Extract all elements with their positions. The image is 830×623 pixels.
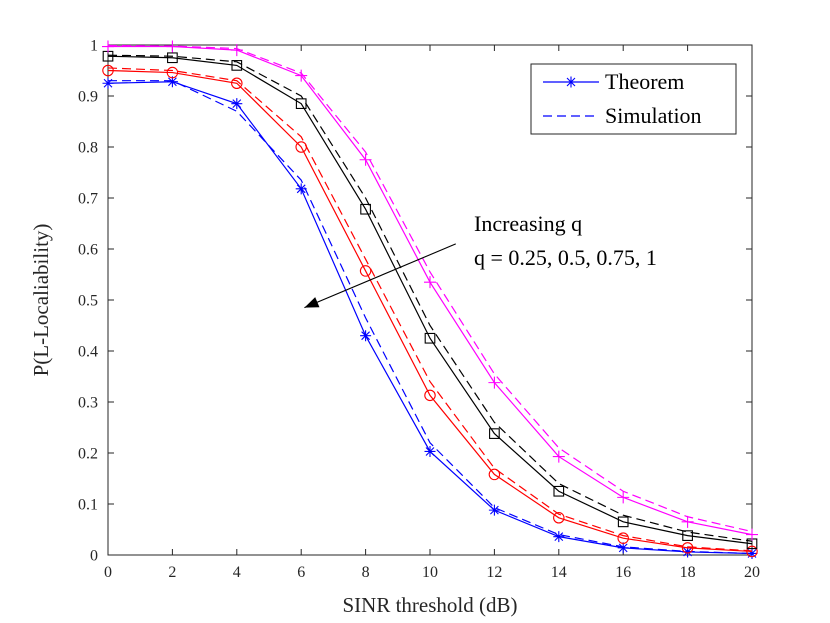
square-marker <box>167 52 178 64</box>
plus-marker <box>746 528 758 541</box>
series-2 <box>102 64 758 558</box>
circle-marker <box>166 66 179 79</box>
square-marker <box>424 332 436 344</box>
series-line <box>107 44 753 533</box>
series-line <box>108 80 753 555</box>
square-marker <box>489 428 500 439</box>
y-tick-label: 0.1 <box>78 497 98 514</box>
annotation-arrow-head <box>304 297 320 308</box>
plus-marker <box>488 376 501 389</box>
legend-label: Theorem <box>605 69 684 94</box>
asterisk-marker <box>746 547 758 559</box>
y-tick-label: 0.8 <box>78 140 98 157</box>
plus-marker <box>617 491 630 504</box>
series-3 <box>107 67 753 552</box>
plus-marker <box>424 276 436 289</box>
annotation-line-2: q = 0.25, 0.5, 0.75, 1 <box>474 245 657 270</box>
series-6 <box>102 40 758 541</box>
x-tick-label: 0 <box>104 564 112 581</box>
square-marker <box>553 485 565 497</box>
asterisk-marker <box>617 542 629 554</box>
circle-marker <box>424 389 436 402</box>
plus-marker <box>552 450 565 463</box>
y-tick-label: 0.5 <box>78 293 98 310</box>
y-axis-label: P(L-Localiability) <box>29 224 53 377</box>
x-tick-label: 4 <box>233 564 241 581</box>
plus-marker <box>295 69 308 82</box>
circle-marker <box>488 468 501 481</box>
circle-marker <box>746 545 758 558</box>
x-tick-label: 8 <box>362 564 370 581</box>
asterisk-marker <box>102 77 114 89</box>
circle-marker <box>553 512 565 524</box>
asterisk-marker <box>295 183 307 195</box>
series-line <box>107 54 753 542</box>
y-tick-label: 0.4 <box>78 344 98 361</box>
y-tick-label: 0.3 <box>78 395 98 412</box>
annotation-arrow-line <box>304 243 456 309</box>
asterisk-marker <box>553 531 565 543</box>
annotation-layer: Increasing q q = 0.25, 0.5, 0.75, 1 <box>304 211 657 309</box>
x-tick-label: 12 <box>486 564 502 581</box>
x-tick-label: 2 <box>168 564 176 581</box>
legend-box <box>530 63 737 135</box>
axes-layer: 0 2 4 6 8 10 12 14 16 18 20 0 0.1 0.2 0.3 0.4 0.5 0.6 0.7 0… <box>29 38 760 618</box>
series-line <box>107 67 753 552</box>
series-1 <box>108 80 753 555</box>
circle-marker <box>102 64 114 77</box>
annotation-line-1: Increasing q <box>474 211 582 236</box>
x-tick-label: 18 <box>680 564 696 581</box>
asterisk-marker <box>488 504 500 516</box>
x-tick-label: 10 <box>422 564 438 581</box>
x-tick-label: 16 <box>615 564 631 581</box>
legend: Theorem Simulation <box>530 63 737 135</box>
series-line <box>107 69 753 553</box>
square-marker <box>231 60 243 71</box>
series-layer <box>102 40 758 559</box>
square-marker <box>682 530 693 541</box>
y-tick-label: 0 <box>90 548 98 565</box>
y-tick-label: 1 <box>90 38 98 55</box>
circle-marker <box>681 542 694 554</box>
series-line <box>107 55 753 545</box>
x-axis-label: SINR threshold (dB) <box>343 593 518 617</box>
y-tick-label: 0.7 <box>78 191 98 208</box>
square-marker <box>617 516 629 528</box>
series-5 <box>107 54 753 542</box>
circle-marker <box>617 532 629 544</box>
square-marker <box>360 203 371 215</box>
asterisk-marker <box>565 76 577 88</box>
x-tick-label: 6 <box>297 564 305 581</box>
circle-marker <box>231 77 243 90</box>
asterisk-marker <box>231 98 243 110</box>
x-tick-label: 14 <box>551 564 567 581</box>
plus-marker <box>681 515 694 528</box>
asterisk-marker <box>424 445 436 457</box>
y-tick-label: 0.2 <box>78 446 98 463</box>
plus-marker <box>102 40 114 53</box>
circle-marker <box>359 265 372 277</box>
legend-label: Simulation <box>605 103 702 128</box>
x-tick-label: 20 <box>744 564 760 581</box>
asterisk-marker <box>360 330 372 342</box>
y-tick-label: 0.6 <box>78 242 98 259</box>
y-tick-label: 0.9 <box>78 89 98 106</box>
asterisk-marker <box>166 76 178 88</box>
series-7 <box>107 44 753 533</box>
